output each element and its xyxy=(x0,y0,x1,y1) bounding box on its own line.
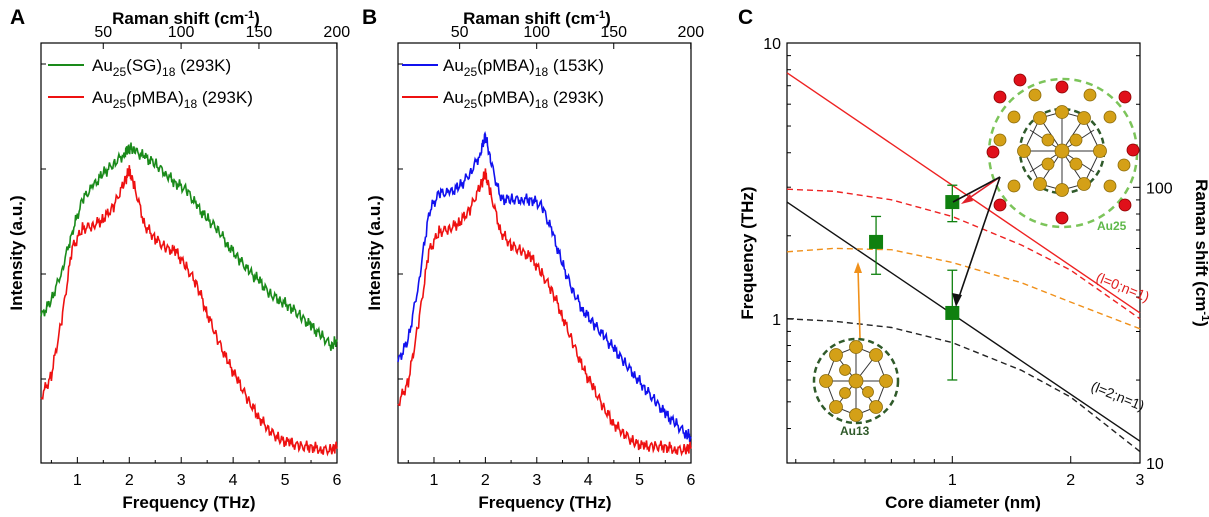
top-tick-label: 200 xyxy=(323,24,350,41)
data-point-2 xyxy=(945,195,960,210)
panel-b-top-axis-title: Raman shift (cm-1) xyxy=(463,9,611,28)
x-tick-label: 3 xyxy=(177,472,186,489)
data-point-1 xyxy=(869,234,884,249)
y-tick-label: 1 xyxy=(772,312,781,329)
top-tick-label: 50 xyxy=(94,24,112,41)
model-line-1 xyxy=(786,72,1141,314)
panel-a-legend: Au25(SG)18 (293K) Au25(pMBA)18 (293K) xyxy=(48,56,253,111)
series-line-2 xyxy=(40,165,338,457)
x-tick-label: 4 xyxy=(584,472,593,489)
panel-c-frame xyxy=(786,42,1141,464)
x-tick-label: 5 xyxy=(281,472,290,489)
arrow-au13 xyxy=(857,267,861,339)
data-point-3 xyxy=(945,305,960,320)
panel-a-frame xyxy=(40,42,338,464)
series-line-1 xyxy=(397,130,692,443)
mode-label-l2-n1: (l=2;n=1) xyxy=(1089,378,1147,414)
top-tick-label: 150 xyxy=(600,24,627,41)
au25-cluster-illustration: Au25 xyxy=(986,73,1140,233)
panel-a-y-axis-title: Intensity (a.u.) xyxy=(7,195,26,310)
panel-c-letter: C xyxy=(738,6,753,29)
panel-b-x-axis-title: Frequency (THz) xyxy=(478,493,611,512)
model-line-2 xyxy=(786,201,1141,442)
panel-b-top-ticks: 50 100 150 200 xyxy=(451,24,704,49)
top-tick-label: 100 xyxy=(523,24,550,41)
top-tick-label: 200 xyxy=(677,24,704,41)
top-tick-label: 100 xyxy=(168,24,195,41)
panel-a-letter: A xyxy=(10,6,25,29)
top-tick-label: 150 xyxy=(246,24,273,41)
panel-c-x-ticks: 1 2 3 xyxy=(795,456,1145,489)
panel-c-model-lines xyxy=(786,72,1141,453)
panel-c: C 1 2 3 1 10 10 100 (l=0;n=1) (l=2;n=1) xyxy=(738,6,1209,512)
x-tick-label: 3 xyxy=(532,472,541,489)
panel-b-letter: B xyxy=(362,6,377,29)
x-tick-label: 1 xyxy=(430,472,439,489)
x-tick-label: 6 xyxy=(687,472,696,489)
panel-b-y-ticks xyxy=(398,63,403,380)
panel-c-data-points xyxy=(869,184,960,381)
panel-b-frame xyxy=(397,42,692,464)
panel-a-series xyxy=(40,142,338,457)
panel-c-y2-axis-title: Raman shift (cm-1) xyxy=(1192,179,1209,327)
x-tick-label: 6 xyxy=(333,472,342,489)
x-tick-label: 5 xyxy=(635,472,644,489)
y2-tick-label: 100 xyxy=(1146,180,1173,197)
panel-a-x-axis-title: Frequency (THz) xyxy=(122,493,255,512)
legend-label-153k: Au25(pMBA)18 (153K) xyxy=(443,56,604,79)
panel-c-right-ticks: 10 100 xyxy=(1133,55,1173,473)
panel-a-top-ticks: 50 100 150 200 xyxy=(94,24,350,49)
panel-b-x-ticks: 1 2 3 4 5 6 xyxy=(407,457,696,489)
top-tick-label: 50 xyxy=(451,24,469,41)
x-tick-label: 1 xyxy=(73,472,82,489)
x-tick-label: 3 xyxy=(1136,472,1145,489)
arrow-au13-head xyxy=(854,262,862,273)
au25-label: Au25 xyxy=(1097,219,1127,233)
x-tick-label: 2 xyxy=(1066,472,1075,489)
series-line-1 xyxy=(40,142,338,351)
panel-c-arrows xyxy=(854,176,1001,339)
x-tick-label: 2 xyxy=(481,472,490,489)
panel-b-series xyxy=(397,130,692,457)
legend-label-293k: Au25(pMBA)18 (293K) xyxy=(443,88,604,111)
legend-label-pmba: Au25(pMBA)18 (293K) xyxy=(92,88,253,111)
arrow-au25-top xyxy=(952,176,1001,203)
x-tick-label: 4 xyxy=(229,472,238,489)
legend-label-sg: Au25(SG)18 (293K) xyxy=(92,56,231,79)
series-line-2 xyxy=(397,168,692,457)
panel-b-y-axis-title: Intensity (a.u.) xyxy=(365,195,384,310)
x-tick-label: 2 xyxy=(125,472,134,489)
model-line-4 xyxy=(786,247,1141,330)
panel-a-y-ticks xyxy=(41,63,46,380)
panel-a-x-ticks: 1 2 3 4 5 6 xyxy=(50,457,342,489)
panel-b-legend: Au25(pMBA)18 (153K) Au25(pMBA)18 (293K) xyxy=(402,56,604,111)
arrow-au25-core-head xyxy=(952,293,962,307)
x-tick-label: 1 xyxy=(948,472,957,489)
mode-label-l0-n1: (l=0;n=1) xyxy=(1094,269,1152,305)
panel-c-y-axis-title: Frequency (THz) xyxy=(738,186,757,319)
au13-label: Au13 xyxy=(840,424,870,438)
panel-a-top-axis-title: Raman shift (cm-1) xyxy=(112,9,260,28)
y2-tick-label: 10 xyxy=(1146,456,1164,473)
panel-c-y-ticks: 1 10 xyxy=(763,36,794,464)
au13-cluster-illustration: Au13 xyxy=(812,337,900,438)
y-tick-label: 10 xyxy=(763,36,781,53)
panel-c-x-axis-title: Core diameter (nm) xyxy=(885,493,1041,512)
arrow-au25-shell-head xyxy=(961,194,973,204)
arrow-au25-core xyxy=(957,176,1001,301)
